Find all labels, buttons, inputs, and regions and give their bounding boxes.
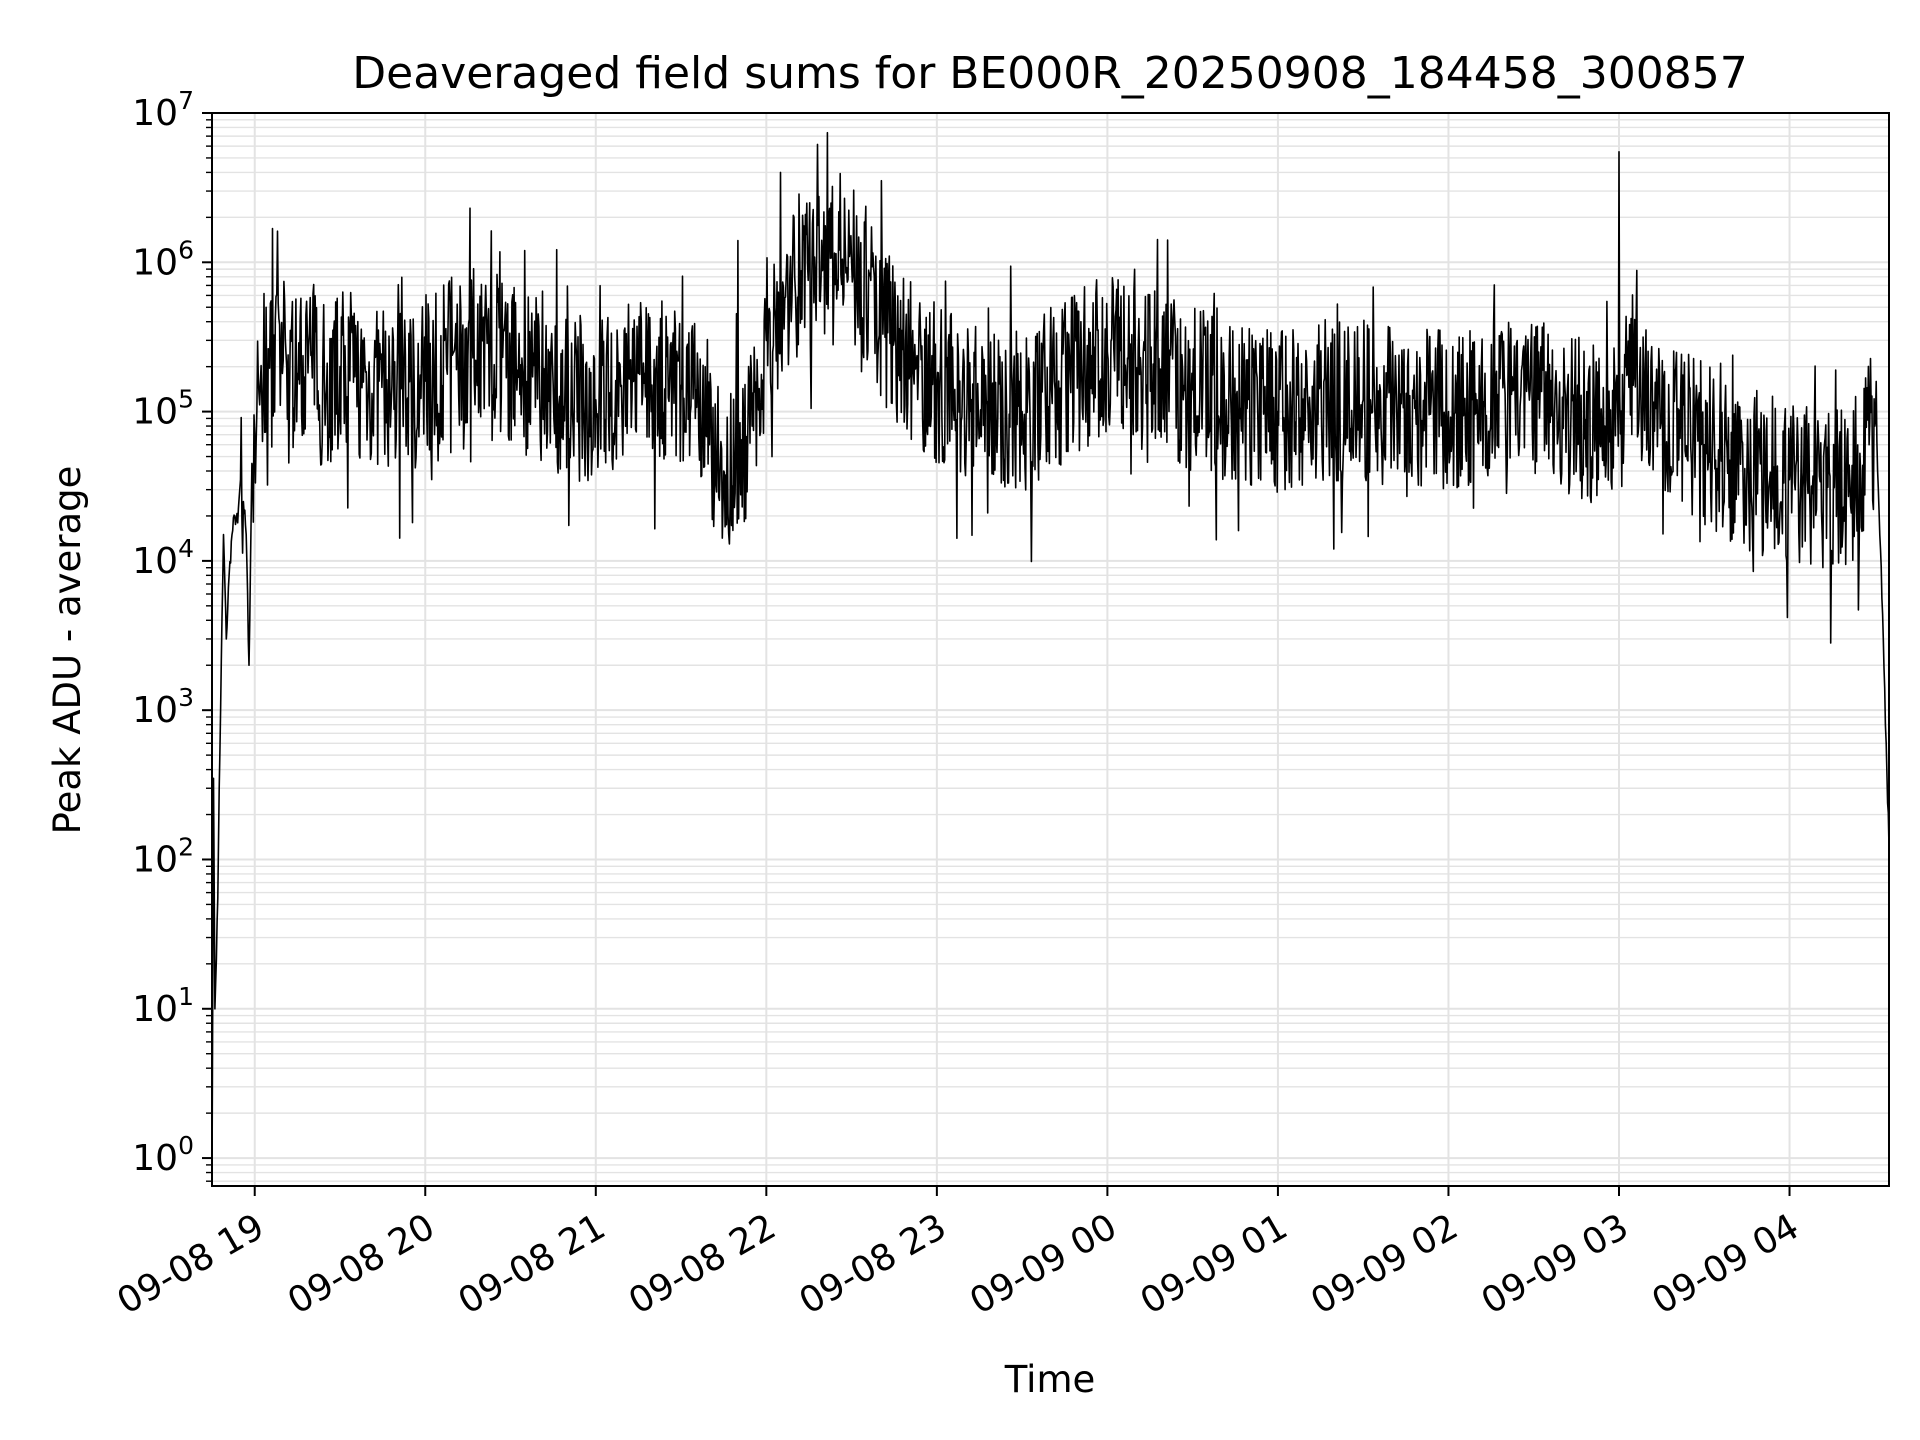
y-tick-label: 105 xyxy=(132,385,194,433)
y-tick-label: 107 xyxy=(132,86,194,134)
y-axis-ticks: 100 101 102 103 104 105 106 107 xyxy=(132,86,212,1182)
y-tick-label: 104 xyxy=(132,534,194,582)
y-axis-label: Peak ADU - average xyxy=(46,466,89,835)
minor-grid xyxy=(212,119,1889,1182)
plot-frame xyxy=(211,112,1890,1187)
series-line xyxy=(211,131,1890,1159)
y-tick-label: 101 xyxy=(132,982,194,1030)
x-axis-label: Time xyxy=(1004,1358,1096,1401)
y-tick-label: 102 xyxy=(132,832,194,880)
y-tick-label: 106 xyxy=(132,235,194,283)
chart-title: Deaveraged field sums for BE000R_2025090… xyxy=(352,48,1747,99)
y-tick-label: 100 xyxy=(132,1131,194,1179)
plot-area xyxy=(211,112,1890,1187)
y-tick-label: 103 xyxy=(132,683,194,731)
